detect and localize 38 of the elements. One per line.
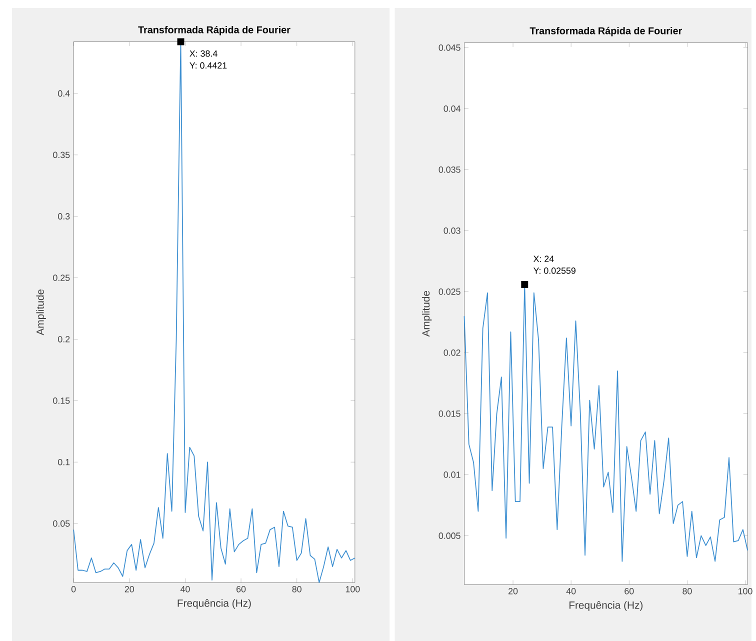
- x-axis-title: Frequência (Hz): [570, 601, 643, 611]
- y-tick-label: 0.1: [58, 458, 70, 466]
- y-tick-label: 0.02: [444, 349, 460, 356]
- annotation: X: 38.4: [190, 50, 218, 57]
- x-axis-title: Frequência (Hz): [178, 599, 251, 609]
- x-tick-label: 80: [292, 586, 302, 592]
- y-tick-label: 0.4: [58, 90, 70, 97]
- y-tick-label: 0.005: [438, 532, 460, 539]
- y-axis-title: Amplitude: [422, 290, 432, 337]
- x-tick-label: 100: [738, 588, 752, 594]
- y-tick-label: 0.01: [444, 471, 460, 478]
- annotation: Y: 0.02559: [533, 267, 576, 274]
- y-tick-label: 0.05: [53, 520, 70, 527]
- y-tick-label: 0.015: [438, 410, 460, 417]
- x-tick-label: 80: [682, 588, 692, 594]
- y-tick-label: 0.035: [438, 166, 460, 173]
- x-tick-label: 20: [124, 586, 134, 592]
- x-tick-label: 40: [566, 588, 576, 594]
- y-tick-label: 0.04: [444, 105, 460, 112]
- y-tick-label: 0.25: [53, 274, 70, 281]
- x-tick-label: 100: [346, 586, 360, 592]
- y-tick-label: 0.025: [438, 288, 460, 295]
- y-tick-label: 0.35: [53, 152, 70, 158]
- x-tick-label: 60: [624, 588, 634, 594]
- annotation: X: 24: [533, 256, 554, 262]
- y-tick-label: 0.2: [58, 336, 70, 342]
- y-tick-label: 0.15: [53, 397, 70, 404]
- y-tick-label: 0.03: [444, 227, 460, 234]
- x-tick-label: 0: [71, 586, 76, 592]
- chart-title: Transformada Rápida de Fourier: [138, 26, 290, 36]
- y-axis-title: Amplitude: [36, 289, 46, 336]
- annotation: Y: 0.4421: [190, 62, 227, 69]
- y-tick-label: 0.3: [58, 213, 70, 220]
- y-tick-label: 0.045: [438, 44, 460, 51]
- x-tick-label: 20: [508, 588, 518, 594]
- x-tick-label: 60: [236, 586, 246, 592]
- x-tick-label: 40: [180, 586, 190, 592]
- chart-title: Transformada Rápida de Fourier: [530, 26, 682, 36]
